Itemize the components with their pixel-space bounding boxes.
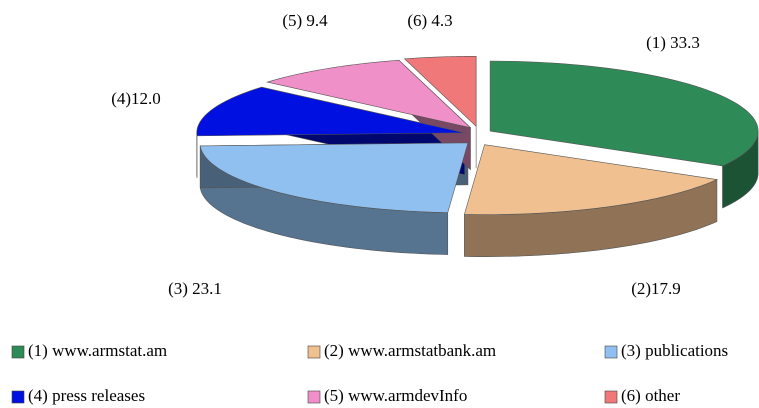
slice — [196, 86, 465, 137]
data-label: (4)12.0 — [111, 89, 161, 108]
data-label: (6) 4.3 — [407, 11, 452, 30]
data-label: (2)17.9 — [631, 279, 681, 298]
data-label: (3) 23.1 — [168, 279, 222, 298]
slice — [489, 60, 759, 167]
data-label: (1) 33.3 — [646, 33, 700, 52]
data-label: (5) 9.4 — [282, 11, 328, 30]
slice — [199, 142, 469, 213]
legend-swatch — [11, 390, 25, 404]
slice — [403, 55, 477, 127]
slice — [463, 144, 718, 215]
legend-swatch — [604, 345, 618, 359]
legend-label: (1) www.armstat.am — [28, 341, 167, 360]
legend-label: (5) www.armdevInfo — [324, 386, 467, 405]
legend-swatch — [307, 390, 321, 404]
legend-swatch — [604, 390, 618, 404]
slice — [266, 59, 472, 129]
legend-swatch — [11, 345, 25, 359]
legend-label: (2) www.armstatbank.am — [324, 341, 496, 360]
legend-swatch — [307, 345, 321, 359]
legend-label: (6) other — [621, 386, 680, 405]
legend-label: (3) publications — [621, 341, 728, 360]
legend-label: (4) press releases — [28, 386, 145, 405]
